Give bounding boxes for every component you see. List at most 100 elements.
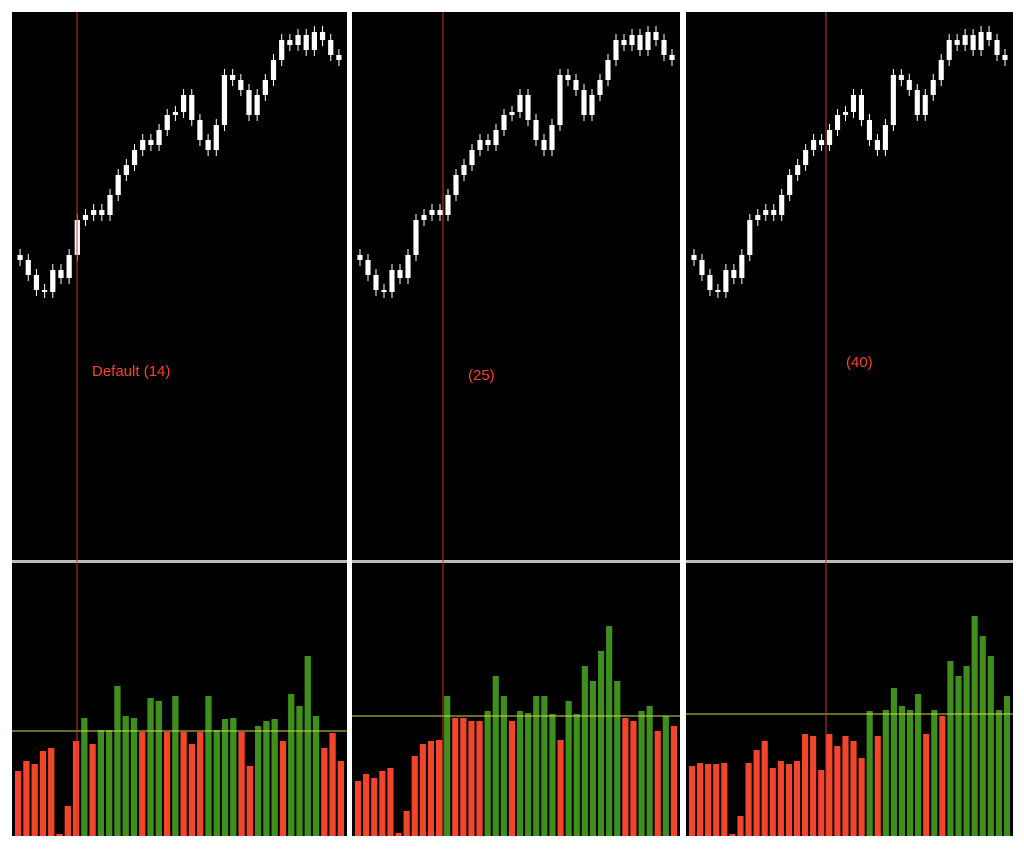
candle-body bbox=[501, 115, 507, 130]
candle-body bbox=[811, 140, 817, 150]
histogram-bar bbox=[363, 774, 370, 836]
chart-panel: (25) bbox=[352, 12, 680, 836]
histogram-bar bbox=[850, 741, 857, 836]
candle-body bbox=[33, 275, 40, 290]
histogram-bar bbox=[802, 734, 809, 836]
pane-separator bbox=[12, 560, 347, 563]
histogram-bar bbox=[39, 751, 47, 836]
candle-body bbox=[453, 175, 459, 195]
price-pane bbox=[12, 12, 347, 560]
candle-body bbox=[533, 120, 539, 140]
histogram-bar bbox=[468, 721, 475, 836]
histogram-bar bbox=[549, 714, 556, 836]
candle-body bbox=[381, 290, 387, 292]
candle-body bbox=[429, 210, 435, 215]
candle-body bbox=[715, 290, 721, 292]
candle-body bbox=[66, 255, 72, 278]
histogram-bar bbox=[516, 711, 524, 836]
candle-body bbox=[882, 125, 888, 150]
candle-body bbox=[140, 140, 146, 150]
histogram-bar bbox=[197, 732, 204, 836]
histogram-bar bbox=[955, 676, 962, 836]
candle-body bbox=[107, 195, 113, 215]
histogram-bar bbox=[721, 763, 728, 836]
histogram-bar bbox=[329, 733, 336, 836]
histogram-bar bbox=[793, 761, 801, 836]
histogram-bar bbox=[246, 766, 253, 836]
histogram-bar bbox=[646, 706, 653, 836]
histogram-bar bbox=[337, 761, 345, 836]
candle-body bbox=[373, 275, 379, 290]
candle-body bbox=[962, 35, 968, 45]
histogram-bar bbox=[23, 761, 30, 836]
histogram-bar bbox=[581, 666, 588, 836]
candle-body bbox=[922, 95, 928, 115]
histogram-bar bbox=[842, 736, 849, 836]
candle-body bbox=[739, 255, 745, 278]
candle-body bbox=[172, 112, 179, 115]
candle-body bbox=[819, 140, 825, 145]
histogram-bar bbox=[296, 706, 303, 836]
histogram-bar bbox=[56, 834, 63, 836]
candle-body bbox=[131, 150, 138, 165]
candle-body bbox=[461, 165, 467, 175]
histogram-bar bbox=[713, 764, 720, 836]
histogram-bar bbox=[745, 763, 752, 836]
candle-body bbox=[834, 115, 841, 130]
histogram-bar bbox=[638, 711, 645, 836]
histogram-bar bbox=[630, 721, 637, 836]
histogram-bar bbox=[371, 778, 378, 836]
histogram-bar bbox=[670, 726, 678, 836]
histogram-bar bbox=[238, 732, 245, 836]
histogram-bar bbox=[163, 732, 171, 836]
candle-body bbox=[295, 35, 301, 45]
candle-body bbox=[469, 150, 475, 165]
chart-panel: (40) bbox=[686, 12, 1013, 836]
candle-body bbox=[842, 112, 849, 115]
histogram-bar bbox=[818, 770, 825, 836]
histogram-bar bbox=[525, 713, 532, 836]
candle-body bbox=[279, 40, 285, 60]
histogram-bar bbox=[411, 756, 418, 836]
histogram-bar bbox=[688, 766, 696, 836]
candle-body bbox=[303, 35, 309, 50]
histogram-bar bbox=[995, 710, 1002, 836]
candle-body bbox=[890, 75, 896, 125]
histogram-bar bbox=[452, 718, 459, 836]
candle-body bbox=[254, 95, 260, 115]
histogram-bar bbox=[31, 764, 38, 836]
histogram-bar bbox=[882, 710, 889, 836]
histogram-bar bbox=[874, 736, 881, 836]
candle-body bbox=[986, 32, 992, 40]
candle-body bbox=[645, 32, 651, 50]
candle-body bbox=[262, 80, 268, 95]
histogram-bar bbox=[221, 719, 229, 836]
candle-body bbox=[866, 120, 872, 140]
candle-body bbox=[148, 140, 154, 145]
histogram-bar bbox=[114, 686, 121, 836]
candle-body bbox=[906, 80, 912, 90]
candle-body bbox=[605, 60, 611, 80]
histogram-bar bbox=[866, 711, 873, 836]
period-label: (40) bbox=[846, 354, 873, 371]
histogram-bar bbox=[395, 833, 402, 836]
histogram-bar bbox=[890, 688, 897, 836]
histogram-bar bbox=[81, 718, 88, 836]
candle-body bbox=[699, 260, 705, 275]
histogram-bar bbox=[484, 711, 491, 836]
candle-body bbox=[319, 32, 326, 40]
candle-body bbox=[629, 35, 635, 45]
candle-body bbox=[970, 35, 976, 50]
histogram-bar bbox=[573, 714, 580, 836]
candle-body bbox=[1002, 55, 1008, 60]
candle-body bbox=[747, 220, 753, 255]
candle-body bbox=[328, 40, 334, 55]
candle-body bbox=[787, 175, 793, 195]
candle-body bbox=[597, 80, 603, 95]
histogram-bar bbox=[597, 651, 605, 836]
histogram-bar bbox=[737, 816, 744, 836]
candle-body bbox=[850, 95, 857, 112]
histogram-bar bbox=[230, 718, 237, 836]
